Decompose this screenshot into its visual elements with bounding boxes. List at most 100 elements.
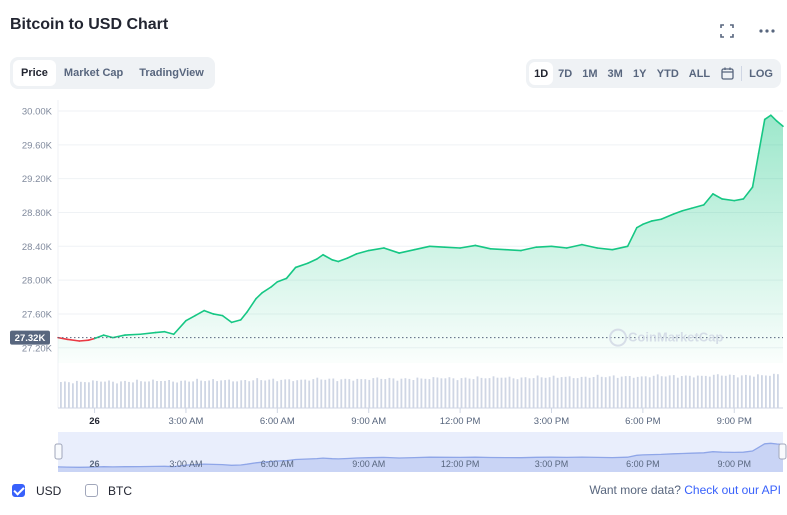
volume-bar xyxy=(644,376,647,408)
volume-bar xyxy=(384,379,387,408)
navigator-tick-label: 6:00 PM xyxy=(626,459,660,469)
price-line-segment xyxy=(520,246,538,252)
x-tick-label: 9:00 AM xyxy=(351,416,386,427)
volume-bar xyxy=(676,377,679,408)
volume-bar xyxy=(684,375,687,408)
volume-bar xyxy=(308,380,311,408)
volume-bar xyxy=(765,375,767,408)
volume-bar xyxy=(528,378,531,408)
price-line-segment xyxy=(776,120,784,128)
price-line-segment xyxy=(611,245,629,251)
price-chart[interactable]: 30.00K 29.60K 29.20K 28.80K 28.40K 28.00K 27.6… xyxy=(0,95,787,475)
price-line-segment xyxy=(733,198,745,202)
y-tick-label: 27.20K xyxy=(22,343,53,354)
price-line-segment xyxy=(221,314,233,324)
volume-bar xyxy=(372,378,375,408)
volume-bar xyxy=(536,375,539,408)
volume-bar xyxy=(240,380,243,409)
chart-title: Bitcoin to USD Chart xyxy=(10,16,169,33)
volume-bar xyxy=(68,382,70,408)
log-scale-toggle[interactable]: LOG xyxy=(749,67,773,80)
navigator-left-handle[interactable] xyxy=(54,443,63,460)
navigator-tick-label: 6:00 AM xyxy=(261,459,294,469)
price-line-segment xyxy=(763,114,772,121)
price-line-segment xyxy=(681,207,693,212)
volume-bar xyxy=(664,376,667,408)
volume-bar xyxy=(688,375,691,408)
volume-bar xyxy=(596,374,599,408)
price-line-segment xyxy=(66,338,81,342)
price-line-segment xyxy=(203,309,215,315)
tab-market-cap[interactable]: Market Cap xyxy=(63,67,124,79)
price-line-segment xyxy=(139,331,157,336)
btc-label: BTC xyxy=(108,484,132,498)
volume-bar xyxy=(716,374,719,408)
volume-bar xyxy=(636,376,639,408)
volume-bar xyxy=(316,377,319,408)
range-all[interactable]: ALL xyxy=(688,67,711,80)
volume-bar xyxy=(628,376,631,408)
navigator-tick-label: 26 xyxy=(90,459,100,469)
price-line-segment xyxy=(306,258,318,265)
volume-bar xyxy=(564,376,567,408)
volume-bar xyxy=(136,379,138,408)
fullscreen-icon[interactable] xyxy=(716,20,738,42)
price-line-segment xyxy=(346,253,358,259)
volume-bar xyxy=(212,379,214,408)
usd-checkbox[interactable] xyxy=(12,484,25,497)
price-line-segment xyxy=(261,286,273,294)
volume-bar xyxy=(128,381,130,408)
volume-bar xyxy=(300,379,303,408)
volume-bar xyxy=(368,379,371,408)
volume-bar xyxy=(552,375,555,408)
price-line-segment xyxy=(565,243,583,249)
volume-bar xyxy=(592,377,595,408)
api-link[interactable]: Check out our API xyxy=(684,483,781,497)
btc-checkbox[interactable] xyxy=(85,484,98,497)
volume-bar xyxy=(672,375,675,408)
volume-bar xyxy=(184,380,186,408)
range-1y[interactable]: 1Y xyxy=(633,67,647,80)
tab-tradingview[interactable]: TradingView xyxy=(139,67,204,79)
more-horizontal-icon[interactable] xyxy=(756,20,778,42)
volume-bar xyxy=(304,379,307,408)
price-line-segment xyxy=(78,339,90,342)
price-line-segment xyxy=(212,313,224,317)
price-line-segment xyxy=(672,209,684,215)
price-line-segment xyxy=(413,245,431,251)
volume-bar xyxy=(152,379,154,408)
volume-bar xyxy=(460,378,463,408)
volume-bar xyxy=(504,377,507,408)
range-ytd[interactable]: YTD xyxy=(656,67,679,80)
navigator-tick-label: 12:00 PM xyxy=(441,459,480,469)
volume-bar xyxy=(104,381,106,408)
y-tick-label: 28.80K xyxy=(22,208,53,219)
volume-bar xyxy=(745,374,747,408)
navigator-tick-label: 3:00 PM xyxy=(535,459,569,469)
price-line-segment xyxy=(489,248,507,251)
price-line-segment xyxy=(276,277,288,283)
volume-bar xyxy=(728,374,731,408)
volume-bar xyxy=(524,377,527,408)
range-3m[interactable]: 3M xyxy=(607,67,623,80)
range-7d[interactable]: 7D xyxy=(558,67,573,80)
volume-bar xyxy=(108,380,110,408)
range-1d[interactable]: 1D xyxy=(529,62,554,85)
price-line-segment xyxy=(702,193,714,206)
y-tick-label: 28.00K xyxy=(22,276,53,287)
volume-bar xyxy=(488,378,491,408)
volume-bar xyxy=(288,379,291,408)
volume-bar xyxy=(100,381,102,408)
volume-bar xyxy=(236,381,238,408)
navigator-right-handle[interactable] xyxy=(778,443,787,460)
range-1m[interactable]: 1M xyxy=(582,67,598,80)
volume-bar xyxy=(200,380,202,408)
volume-bar xyxy=(220,380,222,408)
y-tick-label: 28.40K xyxy=(22,242,53,253)
tab-price[interactable]: Price xyxy=(13,60,56,86)
price-line-segment xyxy=(770,114,778,122)
calendar-icon[interactable] xyxy=(715,62,739,85)
volume-bar xyxy=(320,379,323,408)
volume-bar xyxy=(632,377,635,408)
navigator-line xyxy=(57,442,784,468)
